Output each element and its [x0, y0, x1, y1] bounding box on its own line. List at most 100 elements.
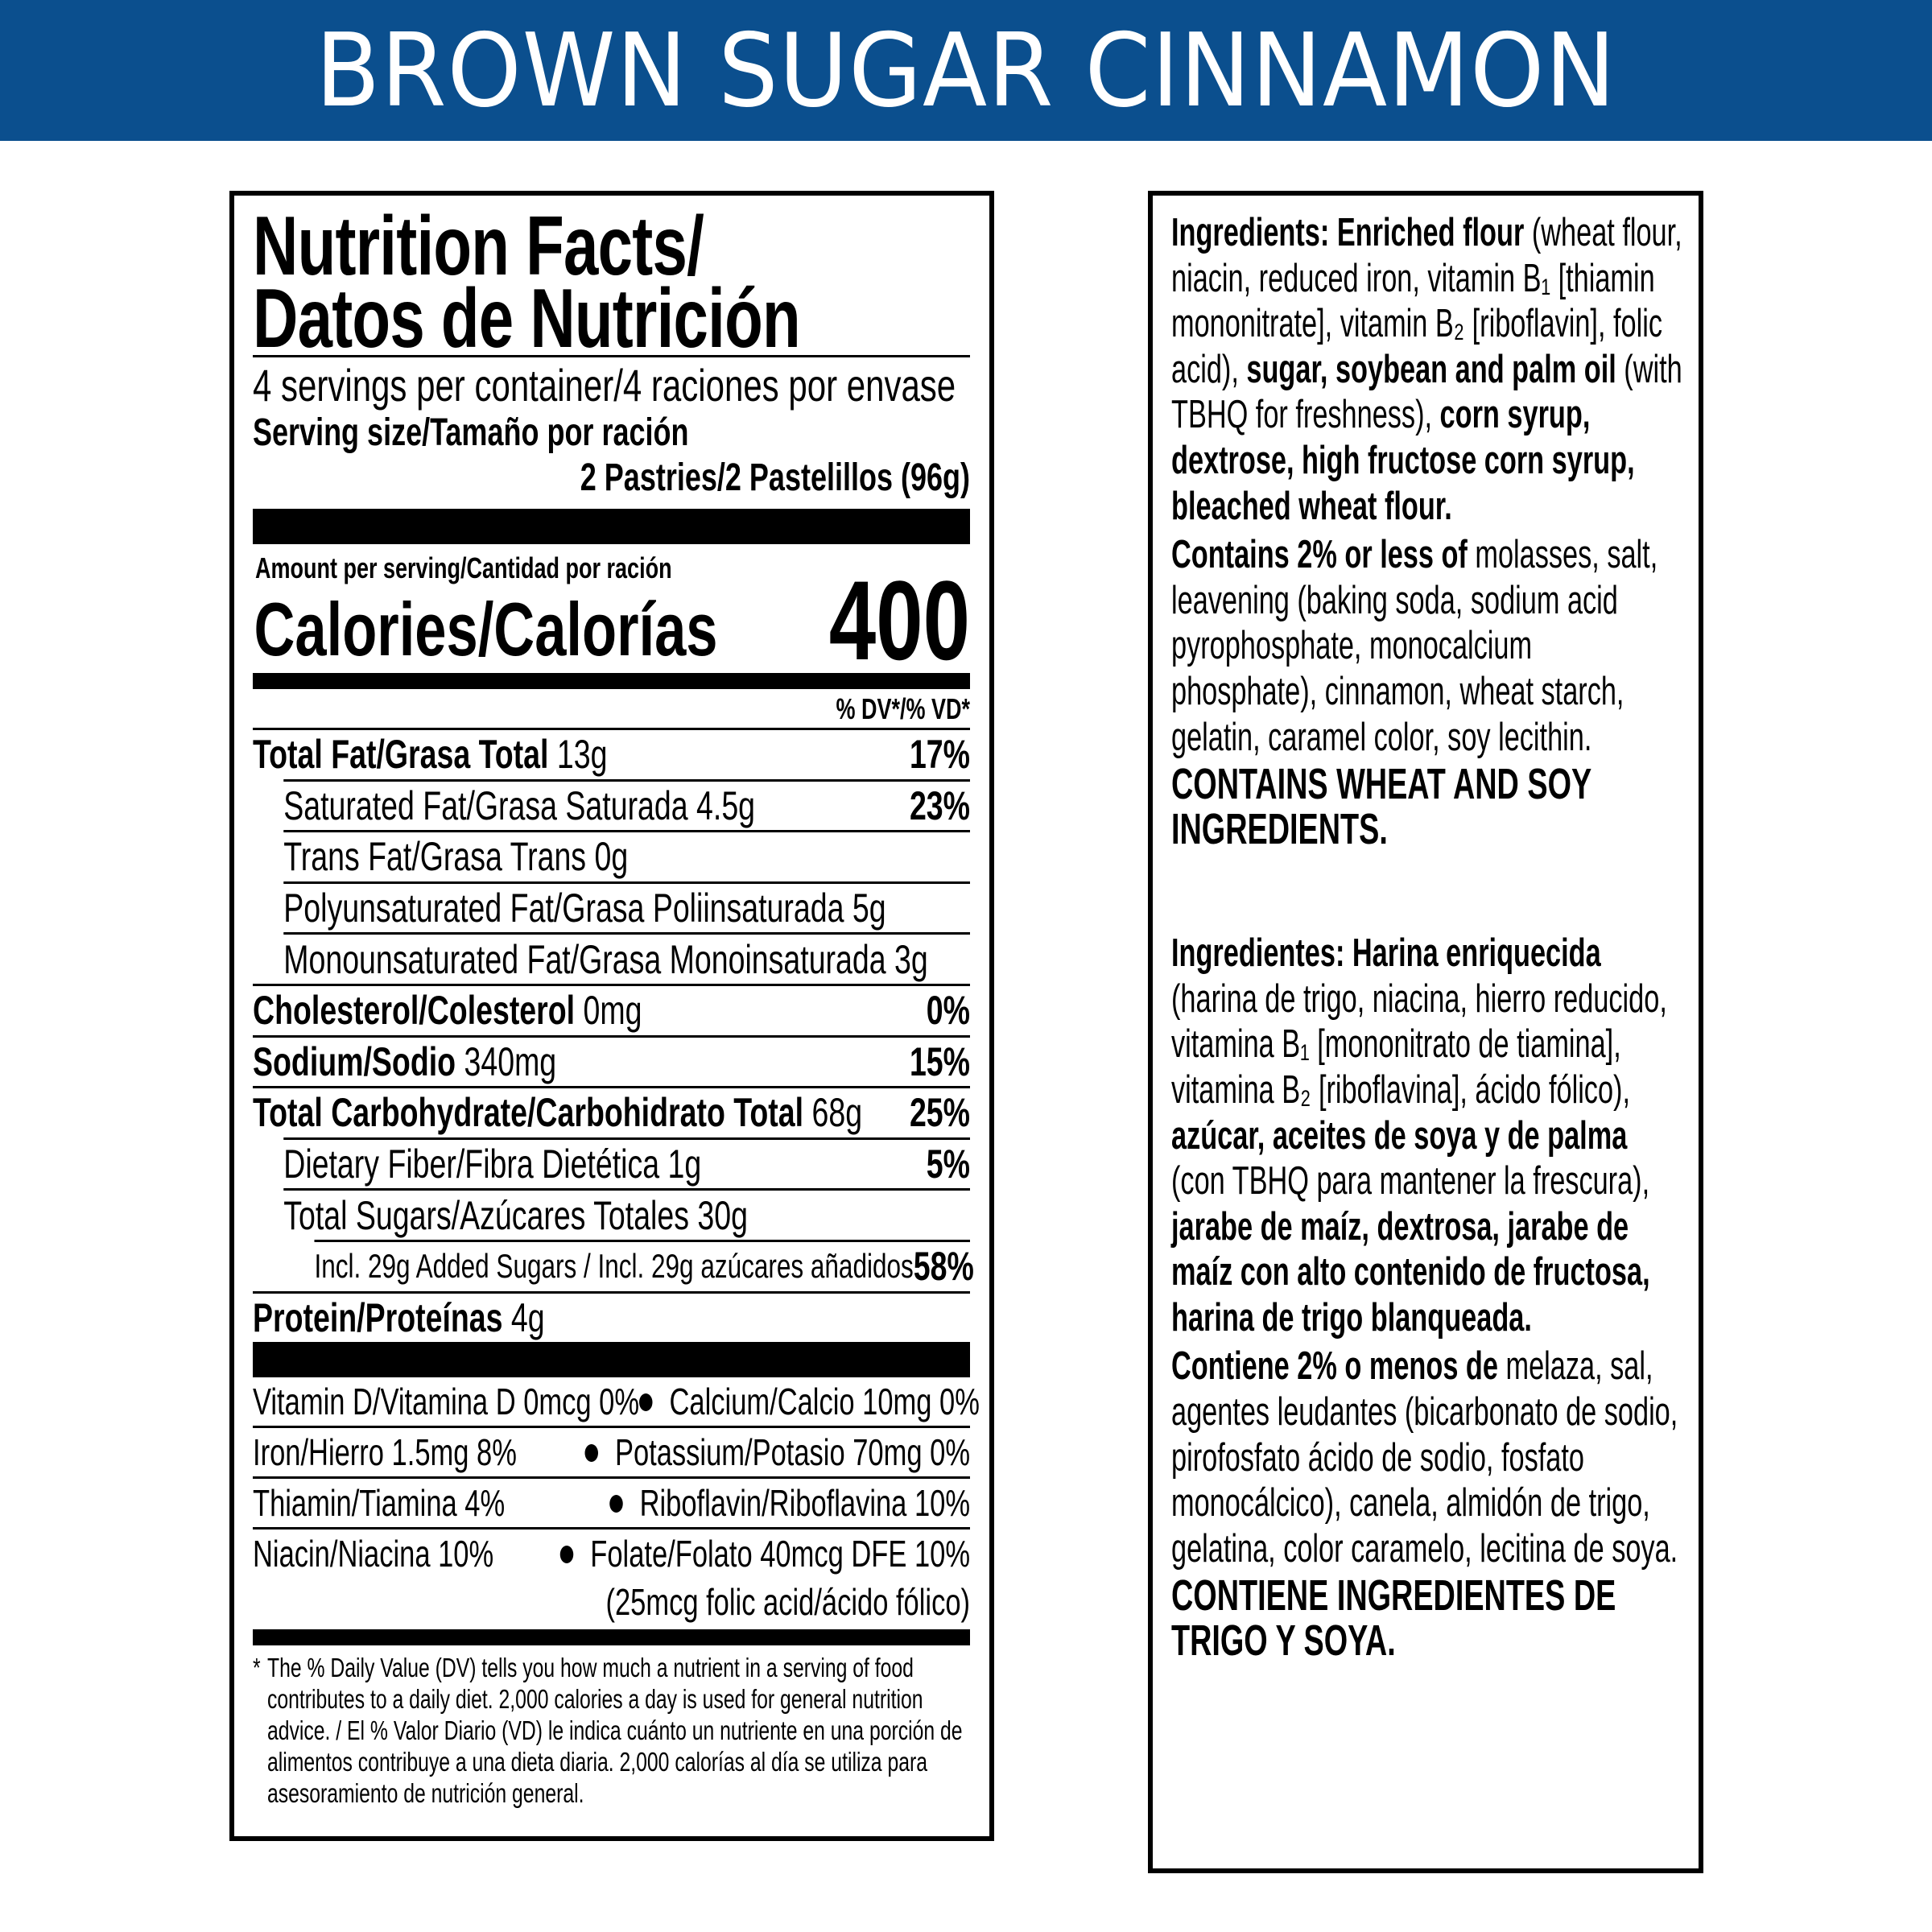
nutrient-row: Polyunsaturated Fat/Grasa Poliinsaturada… [283, 881, 970, 933]
vitamin-right-note: (25mcg folic acid/ácido fólico) [605, 1581, 970, 1624]
ingredient-paragraph: Ingredientes: Harina enriquecida (harina… [1171, 931, 1684, 1340]
nutrient-label: Monounsaturated Fat/Grasa Monoinsaturada [283, 936, 886, 982]
nutrient-name-group: Total Carbohydrate/Carbohidrato Total 68… [253, 1089, 862, 1136]
ingredient-text: (with TBHQ for freshness), [1171, 347, 1682, 437]
ingredient-bold-text: Ingredientes: Harina enriquecida [1171, 931, 1601, 976]
nutrient-row: Saturated Fat/Grasa Saturada 4.5g 23% [283, 778, 970, 831]
allergen-statement: CONTAINS WHEAT AND SOY INGREDIENTS. [1171, 762, 1684, 852]
vitamin-right-text: Folate/Folato 40mcg DFE 10% (25mcg folic … [590, 1530, 970, 1626]
vitamin-right: Potassium/Potasio 70mg 0% [584, 1428, 970, 1476]
nutrient-list: Total Fat/Grasa Total 13g 17% Saturated Fa… [253, 728, 974, 1343]
nutrient-dv: 58% [913, 1244, 974, 1290]
nutrient-label: Sodium/Sodio [253, 1038, 456, 1084]
nutrient-label: Saturated Fat/Grasa Saturada [283, 782, 688, 828]
nutrient-row: Sodium/Sodio 340mg 15% [253, 1034, 970, 1087]
nutrient-dv: 23% [909, 782, 970, 828]
vitamin-left: Niacin/Niacina 10% [253, 1533, 494, 1575]
vitamin-row: Iron/Hierro 1.5mg 8% Potassium/Potasio 70… [253, 1426, 970, 1476]
vitamin-row: Vitamin D/Vitamina D 0mcg 0% Calcium/Calc… [253, 1377, 980, 1426]
ingredient-bold-text: azúcar, aceites de soya y de palma [1171, 1113, 1628, 1158]
nutrient-dv: 25% [909, 1090, 970, 1136]
serving-size-label: Serving size/Tamaño por ración [253, 411, 689, 454]
ingredient-paragraph: Contains 2% or less of molasses, salt, l… [1171, 532, 1684, 760]
nutrient-row: Total Fat/Grasa Total 13g 17% [253, 728, 970, 779]
dv-header: % DV*/% VD* [836, 692, 970, 725]
title-line-1: Nutrition Facts/ [253, 200, 704, 293]
footnote-star: * [253, 1653, 261, 1683]
vitamin-right: Folate/Folato 40mcg DFE 10% (25mcg folic … [559, 1530, 970, 1626]
nutrient-label: Incl. 29g Added Sugars / Incl. 29g azúca… [314, 1247, 914, 1286]
nutrient-amount: 1g [667, 1141, 702, 1187]
calories-value: 400 [828, 557, 970, 683]
medium-divider [253, 673, 970, 689]
nutrient-name-group: Sodium/Sodio 340mg [253, 1038, 556, 1085]
nutrient-dv: 15% [909, 1038, 970, 1084]
nutrition-facts-panel: Nutrition Facts/ Datos de Nutrición 4 se… [229, 191, 994, 1841]
bullet-icon [639, 1393, 653, 1412]
nutrient-row: Cholesterol/Colesterol 0mg 0% [253, 983, 970, 1035]
divider [253, 355, 970, 357]
nutrient-amount: 3g [894, 936, 928, 982]
servings-per-container: 4 servings per container/4 raciones por … [253, 360, 956, 411]
vitamin-left: Iron/Hierro 1.5mg 8% [253, 1431, 517, 1474]
ingredient-bold-text: Ingredients: Enriched flour [1171, 211, 1532, 254]
nutrient-dv: 5% [926, 1141, 970, 1187]
bullet-icon [584, 1444, 598, 1463]
footnote-text: The % Daily Value (DV) tells you how muc… [267, 1653, 963, 1809]
bullet-icon [609, 1495, 623, 1513]
nutrient-amount: 340mg [464, 1038, 557, 1084]
nutrient-amount: 4.5g [696, 782, 756, 828]
nutrient-amount: 30g [697, 1192, 748, 1238]
nutrient-name-group: Trans Fat/Grasa Trans 0g [283, 833, 628, 880]
nutrient-row: Protein/Proteínas 4g [253, 1290, 970, 1343]
nutrient-name-group: Cholesterol/Colesterol 0mg [253, 987, 642, 1034]
vitamin-row: Niacin/Niacina 10% Folate/Folato 40mcg DF… [253, 1527, 970, 1626]
vitamin-right-text: Potassium/Potasio 70mg 0% [615, 1428, 970, 1476]
nutrient-amount: 5g [852, 886, 886, 931]
nutrient-row: Incl. 29g Added Sugars / Incl. 29g azúca… [314, 1239, 974, 1291]
nutrient-name-group: Total Sugars/Azúcares Totales 30g [283, 1192, 748, 1239]
nutrient-label: Dietary Fiber/Fibra Dietética [283, 1141, 660, 1187]
nutrient-name-group: Saturated Fat/Grasa Saturada 4.5g [283, 782, 755, 829]
ingredient-text: (con TBHQ para mantener la frescura), [1171, 1159, 1650, 1203]
nutrient-row: Dietary Fiber/Fibra Dietética 1g 5% [283, 1137, 970, 1189]
medium-divider [253, 1629, 970, 1646]
allergen-statement: CONTIENE INGREDIENTES DE TRIGO Y SOYA. [1171, 1573, 1684, 1663]
vitamin-right-label: Potassium/Potasio 70mg 0% [614, 1431, 970, 1474]
ingredients-text: Ingredients: Enriched flour (wheat flour… [1171, 210, 1684, 1663]
ingredient-text: (wheat flour, niacin, reduced iron, vita… [1171, 211, 1682, 391]
nutrient-amount: 13g [556, 732, 608, 778]
thick-divider [253, 1342, 970, 1378]
vitamin-right: Riboflavin/Riboflavina 10% [609, 1479, 970, 1527]
nutrient-name-group: Incl. 29g Added Sugars / Incl. 29g azúca… [315, 1247, 914, 1286]
ingredient-bold-text: CONTIENE INGREDIENTES DE TRIGO Y SOYA. [1171, 1571, 1616, 1666]
vitamin-right: Calcium/Calcio 10mg 0% [639, 1377, 980, 1426]
nutrition-title: Nutrition Facts/ Datos de Nutrición [253, 200, 970, 361]
nutrient-dv: 0% [926, 988, 970, 1034]
vitamin-left: Thiamin/Tiamina 4% [253, 1482, 506, 1525]
nutrient-amount: 0mg [583, 988, 642, 1034]
nutrient-amount: 4g [510, 1294, 545, 1340]
vitamin-right-text: Calcium/Calcio 10mg 0% [670, 1377, 980, 1426]
serving-size-value: 2 Pastries/2 Pastelillos (96g) [580, 456, 970, 499]
vitamin-right-label: Calcium/Calcio 10mg 0% [669, 1381, 980, 1423]
nutrient-amount: 0g [594, 834, 629, 880]
thick-divider [253, 509, 970, 544]
nutrient-name-group: Polyunsaturated Fat/Grasa Poliinsaturada… [283, 885, 886, 931]
product-banner: BROWN SUGAR CINNAMON [0, 0, 1932, 141]
vitamin-list: Vitamin D/Vitamina D 0mcg 0% Calcium/Calc… [253, 1377, 980, 1626]
nutrient-label: Polyunsaturated Fat/Grasa Poliinsaturada [283, 886, 844, 931]
ingredient-bold-text: sugar, soybean and palm oil [1246, 347, 1624, 391]
footnote: * The % Daily Value (DV) tells you how m… [253, 1652, 970, 1809]
nutrient-name-group: Total Fat/Grasa Total 13g [253, 731, 607, 778]
nutrient-row: Trans Fat/Grasa Trans 0g [283, 830, 970, 881]
ingredient-paragraph: Contiene 2% o menos de melaza, sal, agen… [1171, 1344, 1684, 1571]
nutrient-name-group: Dietary Fiber/Fibra Dietética 1g [283, 1141, 701, 1187]
calories-row: Calories/Calorías 400 [253, 564, 971, 677]
nutrient-row: Total Sugars/Azúcares Totales 30g [283, 1188, 970, 1240]
ingredient-bold-text: Contiene 2% o menos de [1171, 1344, 1506, 1389]
ingredient-bold-text: CONTAINS WHEAT AND SOY INGREDIENTS. [1171, 760, 1591, 854]
vitamin-row: Thiamin/Tiamina 4% Riboflavin/Riboflavina… [253, 1476, 970, 1527]
nutrient-amount: 68g [811, 1090, 863, 1136]
nutrient-dv: 17% [909, 732, 970, 778]
